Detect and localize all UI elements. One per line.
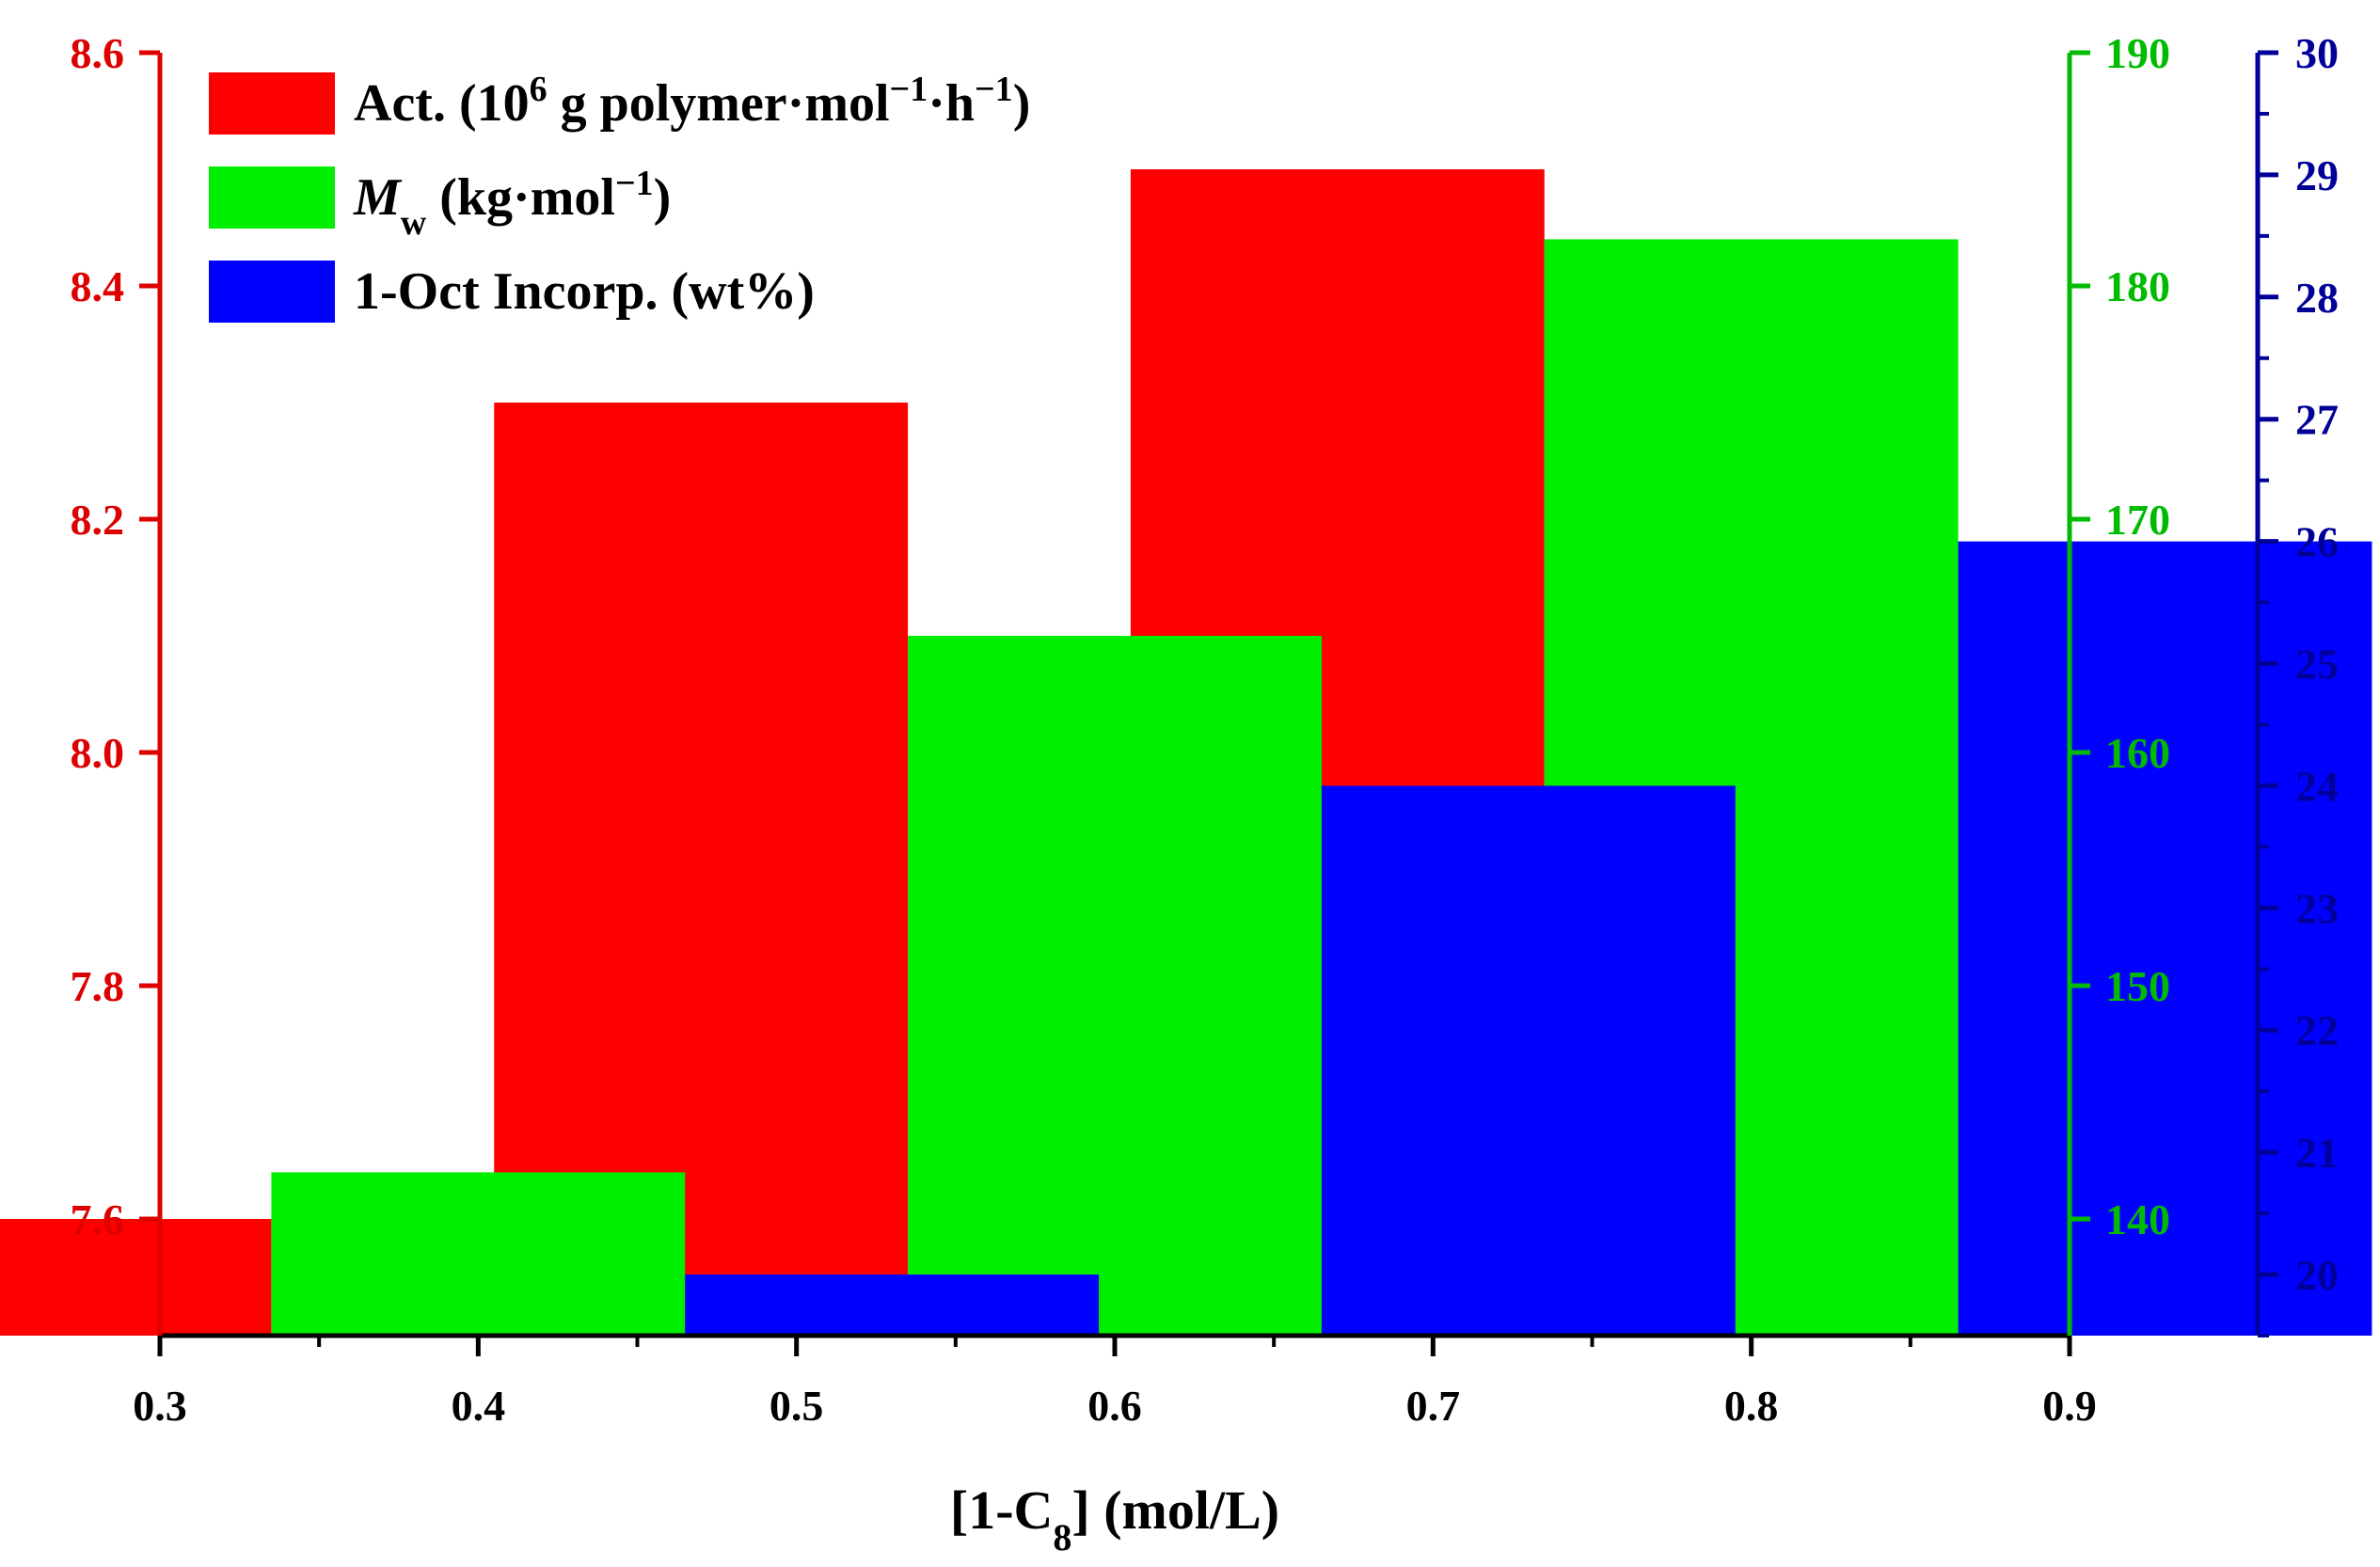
legend-label-2: 1-Oct Incorp. (wt%) <box>354 262 815 321</box>
bar-1-oct-incorp--0.6 <box>1321 785 1736 1336</box>
right1-tick-label: 160 <box>2105 729 2170 777</box>
legend-label-0: Act. (106 g polymer·mol−1·h−1) <box>354 70 1030 133</box>
right2-tick-label: 25 <box>2295 641 2339 689</box>
legend-sup: −1 <box>615 164 654 203</box>
x-tick-label: 0.8 <box>1724 1382 1779 1430</box>
right2-tick-label: 27 <box>2295 396 2339 444</box>
legend-label-1: Mw (kg·mol−1) <box>353 164 671 243</box>
legend-part: Act. (10 <box>354 74 530 133</box>
legend-sub: w <box>401 203 427 243</box>
legend-part: (kg·mol <box>426 168 615 227</box>
legend-swatch-0 <box>209 72 335 135</box>
legend-part: ) <box>654 168 672 227</box>
legend-part: ·h <box>928 74 975 133</box>
legend-sup: −1 <box>975 70 1013 109</box>
legend-part: ) <box>1013 74 1031 133</box>
bar-1-oct-incorp--0.8 <box>1958 541 2372 1336</box>
right2-tick-label: 21 <box>2295 1129 2339 1177</box>
x-tick-label: 0.3 <box>133 1382 187 1430</box>
bars-layer <box>0 169 2372 1336</box>
left-tick-label: 8.0 <box>71 729 125 777</box>
axes-layer: 0.3 0.4 0.5 0.6 0.7 0.8 0.9 7.6 7.8 8.0 8.2 8.4 8.6 1… <box>71 29 2340 1430</box>
right1-tick-label: 190 <box>2105 29 2170 77</box>
bar-mw-0.4 <box>271 1172 686 1336</box>
legend-swatch-1 <box>209 166 335 229</box>
left-tick-label: 7.8 <box>71 962 125 1010</box>
x-tick-label: 0.5 <box>770 1382 824 1430</box>
right2-tick-label: 30 <box>2295 29 2339 77</box>
x-axis-title: [1-C8] (mol/L) <box>950 1480 1279 1559</box>
right2-tick-label: 22 <box>2295 1006 2339 1054</box>
legend-sup: −1 <box>890 70 928 109</box>
x-tick-label: 0.6 <box>1087 1382 1142 1430</box>
right2-tick-label: 26 <box>2295 518 2339 566</box>
right1-tick-label: 140 <box>2105 1195 2170 1243</box>
right1-tick-label: 180 <box>2105 262 2170 310</box>
legend: Act. (106 g polymer·mol−1·h−1)Mw (kg·mol… <box>209 70 1030 323</box>
bar-act--0.4 <box>0 1219 272 1336</box>
left-tick-label: 8.4 <box>71 262 125 310</box>
x-tick-label: 0.9 <box>2042 1382 2097 1430</box>
bar-mw-0.6 <box>908 636 1322 1336</box>
left-tick-label: 8.6 <box>71 29 125 77</box>
right1-tick-label: 170 <box>2105 496 2170 544</box>
bar-1-oct-incorp--0.4 <box>685 1274 1100 1336</box>
right1-tick-label: 150 <box>2105 962 2170 1010</box>
right2-tick-label: 28 <box>2295 274 2339 322</box>
x-tick-label: 0.7 <box>1406 1382 1461 1430</box>
x-tick-label: 0.4 <box>452 1382 506 1430</box>
left-tick-label: 7.6 <box>71 1195 125 1243</box>
legend-swatch-2 <box>209 261 335 323</box>
left-tick-label: 8.2 <box>71 496 125 544</box>
right2-tick-label: 24 <box>2295 762 2339 810</box>
x-axis-title-main: [1-C <box>950 1480 1054 1541</box>
right2-tick-label: 29 <box>2295 151 2339 199</box>
legend-part: M <box>353 168 403 227</box>
axis-titles: [1-C8] (mol/L) <box>950 1480 1279 1559</box>
x-axis-title-tail: ] (mol/L) <box>1071 1480 1279 1541</box>
right2-tick-label: 23 <box>2295 884 2339 932</box>
legend-sup: 6 <box>530 70 547 109</box>
legend-part: g polymer·mol <box>547 74 890 133</box>
x-axis-title-subscript: 8 <box>1053 1516 1071 1559</box>
right2-tick-label: 20 <box>2295 1251 2339 1299</box>
